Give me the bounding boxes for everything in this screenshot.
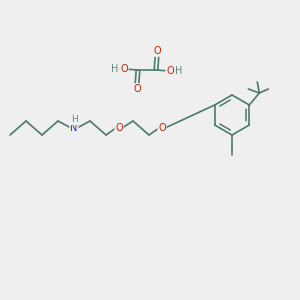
Text: O: O xyxy=(133,84,141,94)
Text: H: H xyxy=(175,66,183,76)
Text: O: O xyxy=(153,46,161,56)
Text: O: O xyxy=(120,64,128,74)
Text: O: O xyxy=(166,66,174,76)
Text: H: H xyxy=(70,116,77,124)
Text: H: H xyxy=(111,64,119,74)
Text: N: N xyxy=(70,123,78,133)
Text: O: O xyxy=(115,123,123,133)
Text: O: O xyxy=(158,123,166,133)
